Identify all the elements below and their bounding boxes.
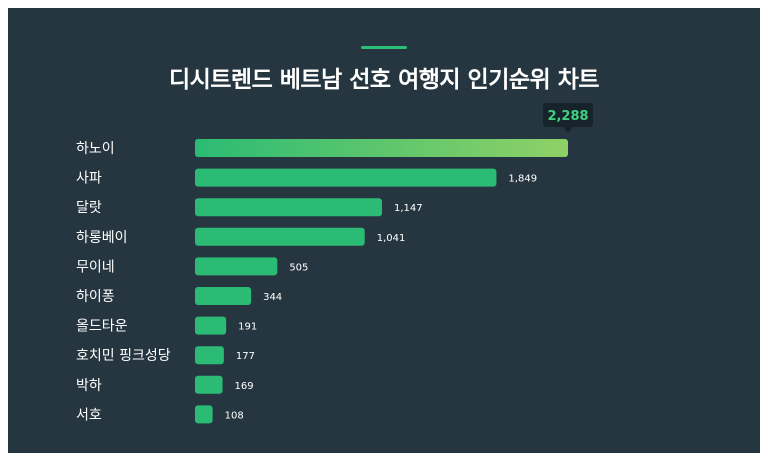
chart-card: 디시트렌드 베트남 선호 여행지 인기순위 차트 하노이 2,288 사파 1,849… xyxy=(8,8,760,453)
bar-6[interactable] xyxy=(195,287,252,305)
value-label: 169 xyxy=(235,381,254,392)
bar-5[interactable] xyxy=(195,257,278,276)
bar-10[interactable] xyxy=(195,405,213,424)
category-label: 하롱베이 xyxy=(76,230,128,246)
bar-3[interactable] xyxy=(195,198,382,217)
tooltip-pointer xyxy=(563,127,573,133)
value-label: 177 xyxy=(236,351,255,362)
category-label: 하노이 xyxy=(76,141,115,157)
chart-title: 디시트렌드 베트남 선호 여행지 인기순위 차트 xyxy=(168,67,600,93)
category-label: 박하 xyxy=(76,378,102,394)
value-label: 505 xyxy=(289,262,308,273)
bar-9[interactable] xyxy=(195,375,223,394)
title-accent-line xyxy=(361,46,407,49)
category-label: 서호 xyxy=(76,407,102,423)
bar-1[interactable] xyxy=(195,139,568,157)
value-label: 1,147 xyxy=(394,203,423,214)
value-label: 344 xyxy=(263,292,282,303)
tooltip-box xyxy=(543,103,593,127)
bar-2[interactable] xyxy=(195,168,497,187)
value-label: 108 xyxy=(225,410,244,421)
bar-chart: 하노이 2,288 사파 1,849 달랏 1,147 하롱베이 1,041 무이네 505 하이퐁… xyxy=(76,103,593,424)
category-label: 달랏 xyxy=(76,200,102,216)
value-tooltip: 2,288 xyxy=(543,103,593,133)
value-label: 1,041 xyxy=(377,233,406,244)
category-label: 올드타운 xyxy=(76,319,128,335)
category-label: 호치민 핑크성당 xyxy=(76,348,171,364)
value-label: 191 xyxy=(238,322,257,333)
category-label: 무이네 xyxy=(76,259,115,275)
bar-4[interactable] xyxy=(195,227,365,246)
bar-8[interactable] xyxy=(195,346,224,365)
tooltip-value-label: 2,288 xyxy=(547,109,588,124)
bar-7[interactable] xyxy=(195,316,227,335)
value-label: 1,849 xyxy=(508,174,537,185)
category-label: 사파 xyxy=(76,171,102,187)
category-label: 하이퐁 xyxy=(76,289,115,305)
